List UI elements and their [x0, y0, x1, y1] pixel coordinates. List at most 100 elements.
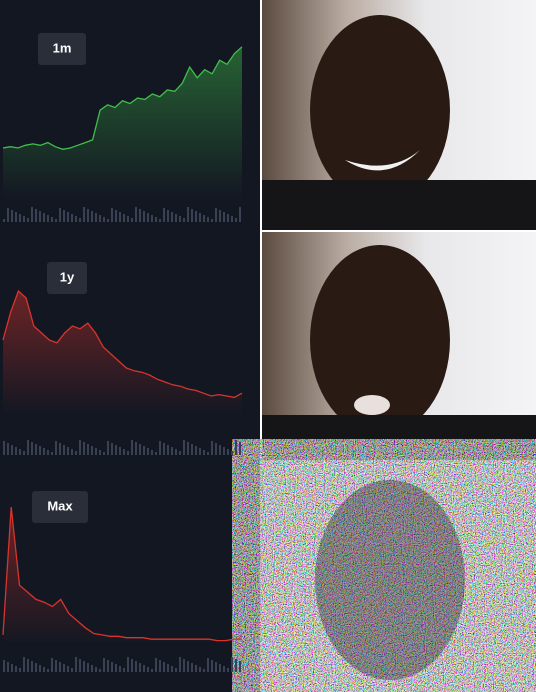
volume-bar: [179, 451, 181, 455]
volume-bar: [235, 218, 237, 222]
volume-bar: [71, 449, 73, 455]
volume-bar: [219, 664, 221, 672]
volume-bar: [235, 659, 237, 672]
volume-bar: [71, 214, 73, 222]
volume-bar: [43, 213, 45, 222]
volume-bar: [19, 668, 21, 672]
volume-bar: [51, 452, 53, 455]
volume-bar: [239, 207, 241, 222]
volume-bar: [195, 211, 197, 222]
volume-bar: [167, 445, 169, 455]
volume-bar: [99, 669, 101, 672]
volume-bar: [171, 447, 173, 455]
volume-bar: [203, 450, 205, 455]
volume-bar: [119, 447, 121, 455]
volume-bar: [91, 446, 93, 455]
volume-bar: [103, 658, 105, 672]
volume-bar: [131, 440, 133, 455]
volume-bar: [219, 445, 221, 455]
volume-bar: [231, 657, 233, 672]
volume-bar: [67, 212, 69, 222]
volume-bar: [103, 217, 105, 222]
volume-bar: [183, 218, 185, 222]
volume-bar: [39, 665, 41, 672]
volume-bar: [215, 208, 217, 222]
price-line: [2, 289, 243, 399]
volume-bar: [239, 442, 241, 455]
volume-bar: [103, 452, 105, 455]
volume-bar: [27, 659, 29, 672]
label-box: [47, 262, 87, 294]
volume-bar: [183, 440, 185, 455]
volume-bar: [43, 667, 45, 672]
volume-bar: [51, 658, 53, 672]
volume-bar: [115, 445, 117, 455]
volume-bar: [47, 669, 49, 672]
volume-bar: [15, 666, 17, 672]
volume-bar: [179, 216, 181, 222]
volume-bar: [203, 215, 205, 222]
volume-bar: [235, 440, 237, 455]
volume-bar: [27, 440, 29, 455]
period-label: 1y: [60, 269, 75, 284]
volume-bar: [199, 213, 201, 222]
volume-bar: [39, 211, 41, 222]
volume-bar: [3, 219, 5, 222]
volume-bar: [63, 445, 65, 455]
volume-bar: [135, 442, 137, 455]
volume-bar: [71, 668, 73, 672]
volume-bar: [127, 451, 129, 455]
volume-bar: [31, 442, 33, 455]
volume-bar: [127, 657, 129, 672]
volume-bar: [47, 450, 49, 455]
volume-bar: [155, 658, 157, 672]
volume-bar: [219, 210, 221, 222]
volume-bar: [175, 214, 177, 222]
volume-bar: [143, 211, 145, 222]
volume-bar: [143, 665, 145, 672]
volume-bar: [59, 208, 61, 222]
volume-bar: [107, 219, 109, 222]
period-label: 1m: [53, 40, 72, 55]
volume-bar: [107, 660, 109, 672]
volume-bar: [23, 216, 25, 222]
volume-bar: [59, 443, 61, 455]
volume-bar: [227, 449, 229, 455]
volume-bar: [87, 209, 89, 222]
volume-bar: [131, 659, 133, 672]
volume-bar: [55, 441, 57, 455]
volume-bar: [23, 451, 25, 455]
volume-bar: [75, 657, 77, 672]
volume-bar: [223, 212, 225, 222]
volume-bar: [151, 450, 153, 455]
volume-bar: [95, 213, 97, 222]
volume-bar: [195, 665, 197, 672]
volume-bar: [83, 442, 85, 455]
volume-bar: [55, 660, 57, 672]
volume-bar: [123, 449, 125, 455]
volume-bar: [171, 666, 173, 672]
volume-bar: [79, 659, 81, 672]
volume-bar: [191, 209, 193, 222]
volume-bar: [111, 208, 113, 222]
volume-bar: [95, 667, 97, 672]
volume-bar: [39, 446, 41, 455]
volume-bar: [3, 660, 5, 672]
volume-bar: [91, 211, 93, 222]
volume-bar: [223, 447, 225, 455]
volume-bar: [67, 666, 69, 672]
volume-bar: [155, 452, 157, 455]
volume-bar: [107, 441, 109, 455]
volume-bar: [31, 661, 33, 672]
volume-bar: [163, 662, 165, 672]
volume-bar: [87, 663, 89, 672]
volume-bar: [15, 212, 17, 222]
volume-bar: [123, 668, 125, 672]
volume-bar: [99, 450, 101, 455]
volume-bar: [91, 665, 93, 672]
volume-bar: [63, 664, 65, 672]
volume-bar: [227, 214, 229, 222]
volume-bar: [23, 657, 25, 672]
volume-bar: [35, 663, 37, 672]
